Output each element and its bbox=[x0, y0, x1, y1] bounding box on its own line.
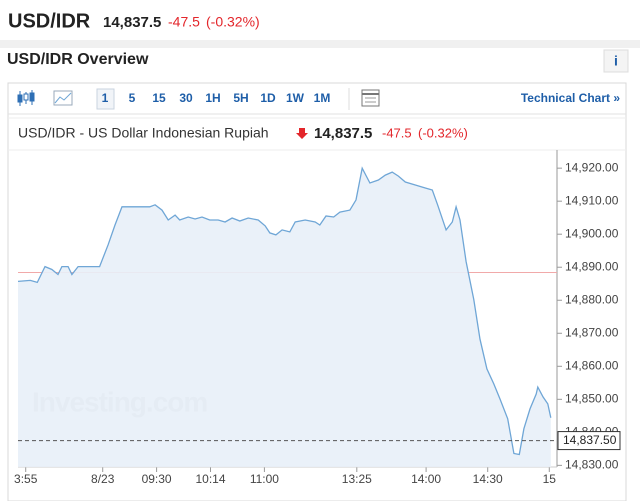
pair-title: USD/IDR bbox=[8, 10, 91, 32]
x-tick-label: 8/23 bbox=[91, 472, 115, 486]
interval-button[interactable]: 15 bbox=[152, 91, 166, 105]
header-change: -47.5 bbox=[168, 14, 200, 30]
chart-price: 14,837.5 bbox=[314, 125, 372, 142]
x-tick-label: 10:14 bbox=[195, 472, 225, 486]
technical-chart-link[interactable]: Technical Chart » bbox=[521, 91, 620, 105]
interval-button[interactable]: 1D bbox=[260, 91, 276, 105]
y-tick-label: 14,900.00 bbox=[565, 226, 619, 240]
y-tick-label: 14,890.00 bbox=[565, 259, 619, 273]
interval-button[interactable]: 1 bbox=[102, 91, 109, 105]
last-value-label: 14,837.50 bbox=[563, 433, 617, 447]
x-tick-label: 14:30 bbox=[473, 472, 503, 486]
y-tick-label: 14,920.00 bbox=[565, 160, 619, 174]
active-interval bbox=[96, 88, 115, 110]
chart-change-pct: (-0.32%) bbox=[418, 125, 468, 140]
overview-title: USD/IDR Overview bbox=[7, 51, 149, 68]
chart-title: USD/IDR - US Dollar Indonesian Rupiah bbox=[18, 125, 269, 141]
interval-button[interactable]: 5 bbox=[129, 91, 136, 105]
y-tick-label: 14,830.00 bbox=[565, 458, 619, 472]
x-tick-label: 09:30 bbox=[142, 472, 172, 486]
x-tick-label: 13:25 bbox=[342, 472, 372, 486]
interval-button[interactable]: 5H bbox=[233, 91, 248, 105]
area-icon[interactable] bbox=[53, 90, 73, 106]
price-line bbox=[17, 166, 552, 456]
candle-icon[interactable] bbox=[17, 90, 35, 106]
y-tick-label: 14,910.00 bbox=[565, 193, 619, 207]
widget-frame bbox=[7, 82, 627, 501]
y-tick-label: 14,860.00 bbox=[565, 358, 619, 372]
y-tick-label: 14,880.00 bbox=[565, 292, 619, 306]
x-tick-label: 14:00 bbox=[411, 472, 441, 486]
table-icon[interactable] bbox=[361, 89, 380, 107]
header-change-pct: (-0.32%) bbox=[206, 14, 260, 30]
header-price: 14,837.5 bbox=[103, 14, 161, 31]
x-tick-label: 15 bbox=[543, 472, 557, 486]
info-button[interactable] bbox=[603, 49, 629, 73]
x-tick-label: 3:55 bbox=[14, 472, 38, 486]
chart-change: -47.5 bbox=[382, 125, 412, 140]
y-tick-label: 14,870.00 bbox=[565, 325, 619, 339]
area-fill bbox=[18, 168, 551, 467]
interval-button[interactable]: 1M bbox=[314, 91, 331, 105]
interval-button[interactable]: 1W bbox=[286, 91, 305, 105]
interval-button[interactable]: 30 bbox=[179, 91, 193, 105]
down-arrow bbox=[296, 128, 308, 139]
info-icon[interactable]: i bbox=[614, 53, 618, 69]
y-tick-label: 14,850.00 bbox=[565, 391, 619, 405]
x-tick-label: 11:00 bbox=[250, 472, 279, 486]
interval-button[interactable]: 1H bbox=[205, 91, 220, 105]
last-value-box bbox=[557, 431, 621, 451]
divider-band bbox=[0, 40, 640, 48]
